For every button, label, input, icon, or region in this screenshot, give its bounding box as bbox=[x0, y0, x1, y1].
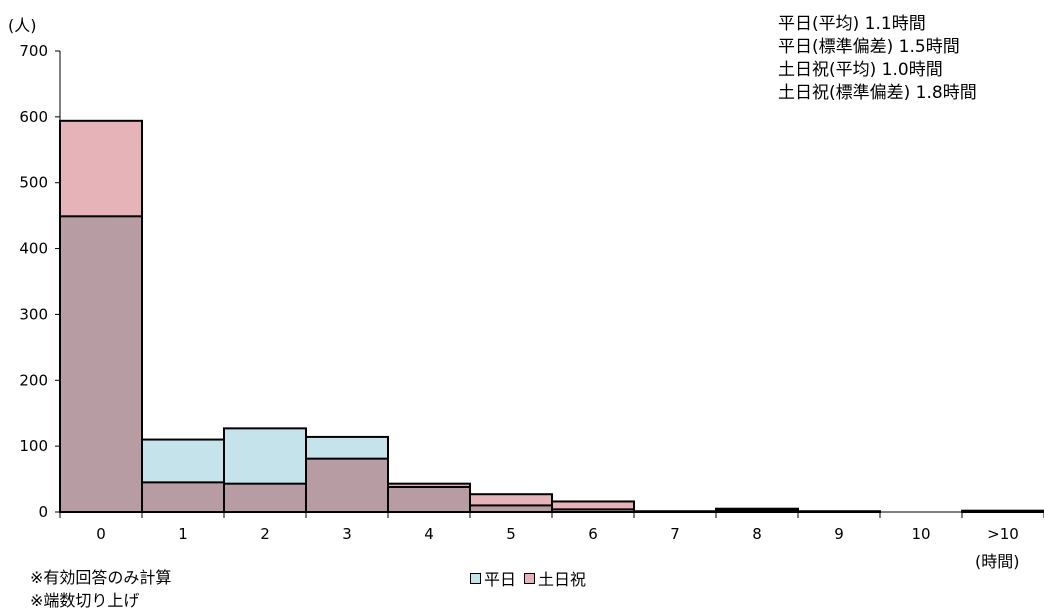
y-tick-label: 500 bbox=[19, 174, 48, 192]
legend-item-weekday: 平日 bbox=[470, 566, 516, 590]
bar-overlap bbox=[223, 482, 307, 513]
footnotes: ※有効回答のみ計算 ※端数切り上げ bbox=[30, 566, 171, 612]
y-tick-label: 600 bbox=[19, 108, 48, 126]
legend-item-holiday: 土日祝 bbox=[524, 566, 586, 590]
x-tick-label: 1 bbox=[178, 525, 188, 543]
y-tick-label: 100 bbox=[19, 437, 48, 455]
x-tick-label: 8 bbox=[752, 525, 762, 543]
x-axis-unit-label: (時間) bbox=[975, 552, 1020, 571]
statistics-box: 平日(平均) 1.1時間 平日(標準偏差) 1.5時間 土日祝(平均) 1.0時… bbox=[778, 13, 977, 105]
y-tick-label: 700 bbox=[19, 42, 48, 60]
bar-overlap bbox=[59, 215, 143, 513]
y-tick-label: 300 bbox=[19, 305, 48, 323]
bar-overlap bbox=[387, 485, 471, 513]
x-tick-label: 10 bbox=[911, 525, 930, 543]
x-tick-label: 4 bbox=[424, 525, 434, 543]
legend-label-weekday: 平日 bbox=[484, 570, 517, 589]
legend: 平日 土日祝 bbox=[470, 566, 586, 590]
x-tick-label: 7 bbox=[670, 525, 680, 543]
y-axis-unit-label: (人) bbox=[8, 16, 37, 35]
stat-weekday-mean: 平日(平均) 1.1時間 bbox=[778, 14, 926, 34]
legend-label-holiday: 土日祝 bbox=[538, 570, 587, 589]
footnote-rounding: ※端数切り上げ bbox=[30, 591, 140, 610]
legend-swatch-holiday bbox=[524, 572, 536, 584]
legend-swatch-weekday bbox=[470, 572, 481, 584]
stat-holiday-sd: 土日祝(標準偏差) 1.8時間 bbox=[778, 83, 977, 103]
x-tick-label: 0 bbox=[96, 525, 106, 543]
bar-overlap bbox=[141, 481, 225, 514]
bar-overlap bbox=[305, 457, 389, 513]
footnote-valid-answers: ※有効回答のみ計算 bbox=[30, 568, 172, 587]
y-tick-label: 0 bbox=[38, 503, 48, 521]
bar-overlap bbox=[469, 504, 553, 513]
x-tick-label: 5 bbox=[506, 525, 516, 543]
x-tick-label: 9 bbox=[834, 525, 844, 543]
x-tick-label: 3 bbox=[342, 525, 352, 543]
x-tick-label: 2 bbox=[260, 525, 270, 543]
x-tick-label: >10 bbox=[987, 525, 1019, 543]
x-tick-label: 6 bbox=[588, 525, 598, 543]
y-tick-label: 200 bbox=[19, 371, 48, 389]
stat-holiday-mean: 土日祝(平均) 1.0時間 bbox=[778, 60, 943, 80]
stat-weekday-sd: 平日(標準偏差) 1.5時間 bbox=[778, 37, 960, 57]
y-tick-label: 400 bbox=[19, 240, 48, 258]
